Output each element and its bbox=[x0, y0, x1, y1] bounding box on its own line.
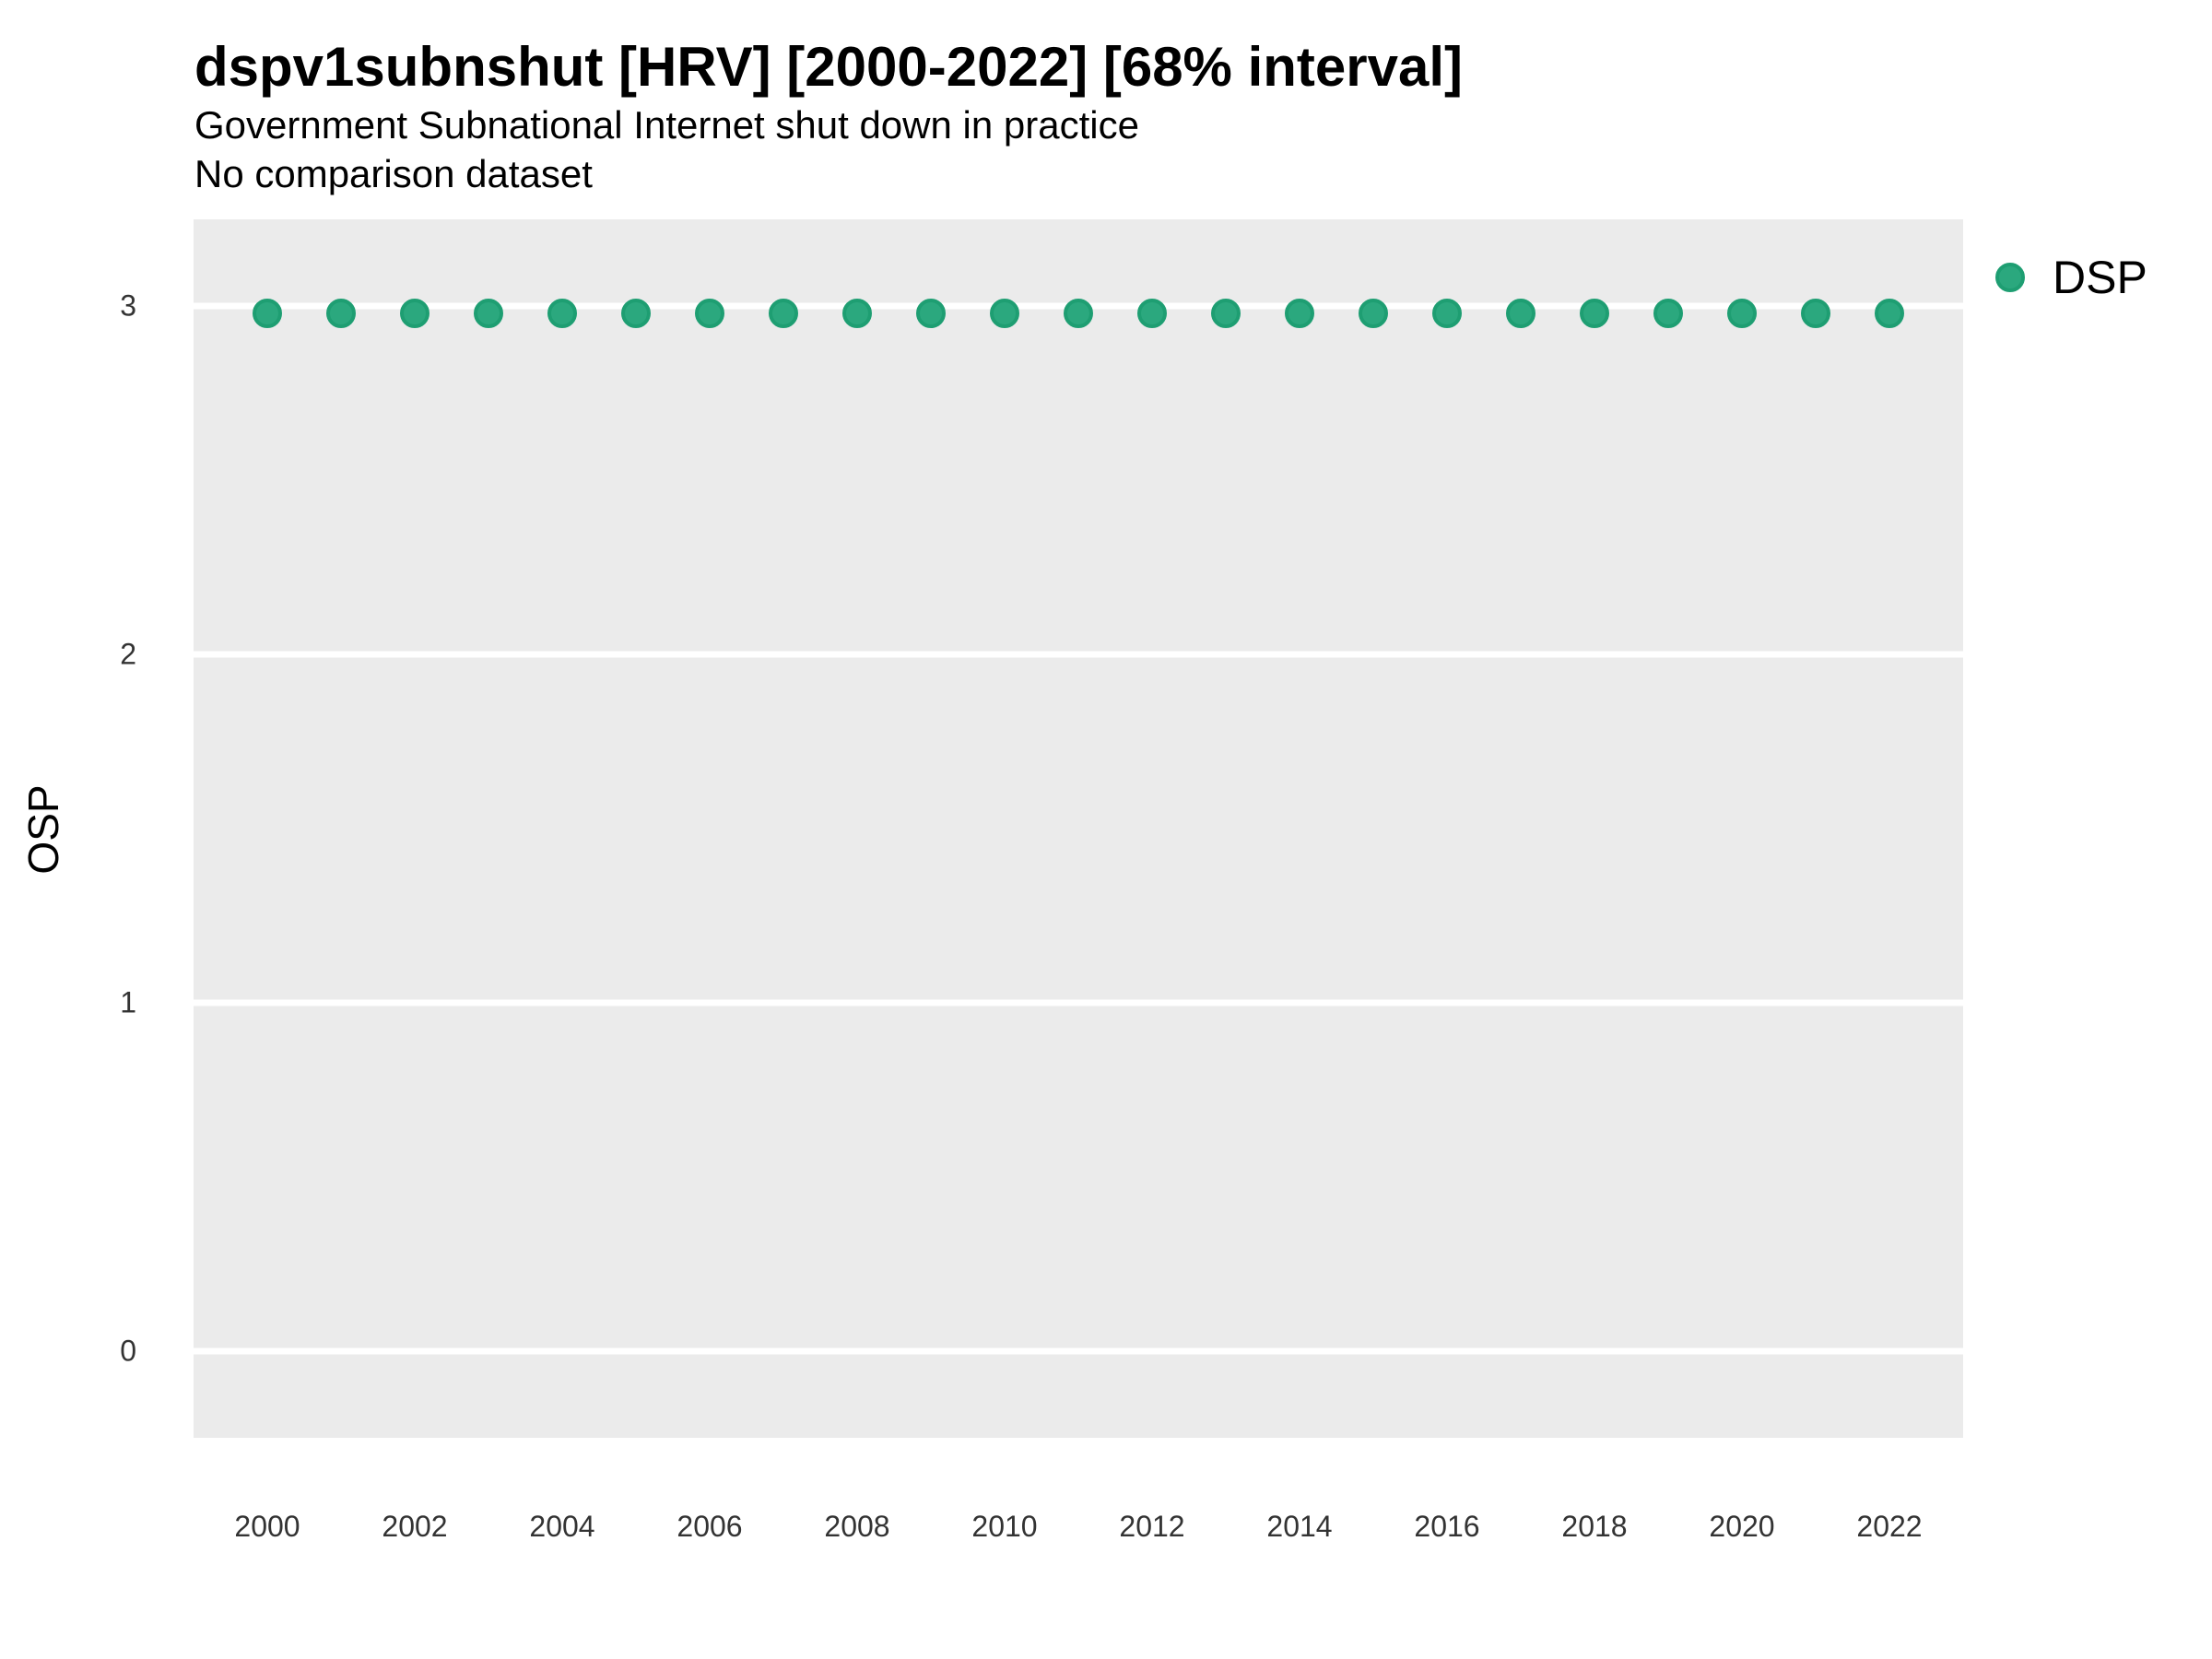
data-point bbox=[1727, 298, 1757, 328]
x-tick-label: 2020 bbox=[1709, 1510, 1775, 1543]
data-point bbox=[1137, 298, 1167, 328]
data-point bbox=[547, 298, 577, 328]
gridline bbox=[194, 999, 1963, 1006]
x-tick-label: 2010 bbox=[971, 1510, 1038, 1543]
data-point bbox=[326, 298, 356, 328]
plot-area bbox=[194, 219, 1963, 1438]
data-point bbox=[842, 298, 872, 328]
y-axis-title: OSP bbox=[19, 784, 67, 875]
x-tick-label: 2012 bbox=[1119, 1510, 1185, 1543]
y-tick-label: 2 bbox=[120, 637, 136, 671]
chart-title: dspv1subnshut [HRV] [2000-2022] [68% int… bbox=[194, 36, 1463, 98]
legend: DSP bbox=[1995, 251, 2147, 304]
data-point bbox=[621, 298, 651, 328]
chart-subtitle: Government Subnational Internet shut dow… bbox=[194, 103, 1139, 147]
data-point bbox=[1211, 298, 1241, 328]
data-point bbox=[1580, 298, 1609, 328]
x-tick-label: 2004 bbox=[529, 1510, 595, 1543]
legend-item-label: DSP bbox=[2053, 252, 2147, 303]
y-tick-label: 1 bbox=[120, 985, 136, 1019]
data-point bbox=[1359, 298, 1388, 328]
data-point bbox=[916, 298, 946, 328]
data-point bbox=[1432, 298, 1462, 328]
data-point bbox=[1801, 298, 1830, 328]
data-point bbox=[769, 298, 798, 328]
chart-note: No comparison dataset bbox=[194, 152, 593, 195]
x-tick-label: 2016 bbox=[1414, 1510, 1480, 1543]
data-point bbox=[1653, 298, 1683, 328]
data-point bbox=[1506, 298, 1535, 328]
y-tick-label: 0 bbox=[120, 1334, 136, 1368]
data-point bbox=[1875, 298, 1904, 328]
data-point bbox=[474, 298, 503, 328]
data-point bbox=[695, 298, 724, 328]
x-tick-label: 2002 bbox=[382, 1510, 448, 1543]
x-tick-label: 2006 bbox=[677, 1510, 743, 1543]
data-point bbox=[1285, 298, 1314, 328]
x-tick-label: 2018 bbox=[1561, 1510, 1628, 1543]
gridline bbox=[194, 1347, 1963, 1355]
gridline bbox=[194, 651, 1963, 658]
data-point bbox=[253, 298, 282, 328]
y-tick-label: 3 bbox=[120, 288, 136, 323]
x-tick-label: 2022 bbox=[1856, 1510, 1923, 1543]
data-point bbox=[1064, 298, 1093, 328]
data-point bbox=[400, 298, 429, 328]
legend-marker-icon bbox=[1995, 263, 2025, 292]
x-tick-label: 2014 bbox=[1266, 1510, 1333, 1543]
x-tick-label: 2008 bbox=[824, 1510, 890, 1543]
data-point bbox=[990, 298, 1019, 328]
x-tick-label: 2000 bbox=[234, 1510, 300, 1543]
